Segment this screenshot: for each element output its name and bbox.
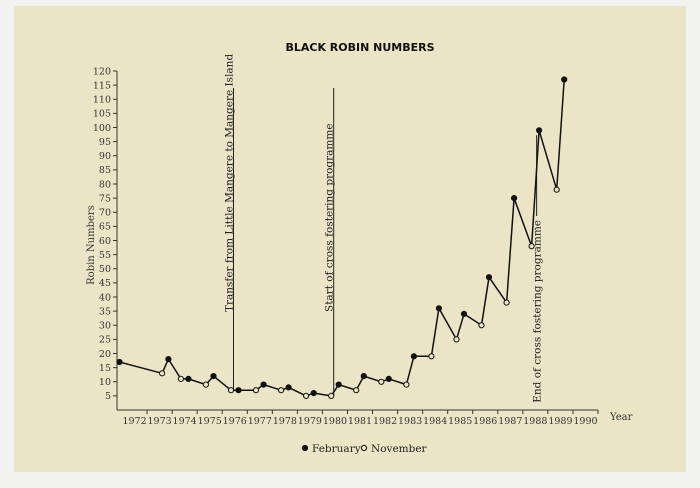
series-line-group	[119, 79, 565, 397]
y-tick-label: 25	[99, 335, 111, 346]
x-tick-label: 1988	[523, 416, 547, 427]
data-point-november	[478, 322, 485, 329]
annotation-label: Transfer from Little Mangere to Mangere …	[223, 54, 235, 312]
x-tick-label: 1976	[223, 416, 247, 427]
data-point-february	[335, 381, 342, 388]
data-point-november	[453, 336, 460, 343]
x-tick-label: 1978	[273, 416, 297, 427]
data-point-november	[177, 375, 184, 382]
data-point-november	[403, 381, 410, 388]
data-point-february	[536, 127, 543, 134]
y-tick-label: 90	[99, 151, 111, 162]
y-tick-label: 55	[99, 250, 111, 261]
y-tick-label: 15	[99, 363, 111, 374]
y-tick-label: 95	[99, 137, 111, 148]
data-point-february	[260, 381, 267, 388]
x-tick-label: 1986	[473, 416, 497, 427]
legend-marker-november	[360, 444, 368, 452]
data-point-november	[378, 378, 385, 385]
y-tick-label: 30	[99, 321, 111, 332]
y-tick-label: 65	[99, 222, 111, 233]
y-tick-label: 5	[105, 391, 111, 402]
data-point-february	[116, 358, 123, 366]
y-tick-label: 35	[99, 306, 111, 317]
data-point-november	[252, 387, 260, 394]
data-point-february	[310, 390, 317, 397]
data-point-february	[165, 356, 172, 363]
annotations: Transfer from Little Mangere to Mangere …	[223, 54, 543, 403]
y-tick-label: 75	[99, 193, 111, 204]
data-point-february	[285, 384, 292, 391]
x-tick-label: 1982	[373, 416, 397, 427]
x-tick-label: 1977	[248, 416, 272, 427]
data-point-november	[202, 381, 209, 388]
x-tick-label: 1983	[398, 416, 422, 427]
data-point-february	[435, 305, 442, 312]
legend: February November	[301, 443, 428, 455]
y-tick-label: 20	[99, 349, 111, 360]
legend-label-november: November	[371, 443, 428, 455]
data-point-february	[510, 195, 518, 202]
x-tick-label: 1975	[198, 416, 222, 427]
axes: 5 10 15 20 25 30 35 40 45 50 55 60 65 70 75 80 85 90 95 100…	[93, 66, 599, 427]
y-tick-label: 70	[99, 208, 111, 219]
y-axis-title: Robin Numbers	[86, 205, 97, 285]
y-tick-label: 120	[93, 66, 111, 77]
y-tick-label: 40	[99, 292, 111, 303]
x-tick-label: 1973	[147, 416, 171, 427]
x-tick-label: 1989	[548, 416, 572, 427]
x-tick-label: 1987	[498, 416, 522, 427]
data-point-november	[353, 387, 360, 394]
y-tick-label: 45	[99, 278, 111, 289]
x-tick-label: 1985	[448, 416, 472, 427]
data-point-november	[428, 353, 435, 360]
data-point-february	[460, 310, 468, 317]
series-line	[119, 79, 565, 397]
x-axis-title: Year	[609, 412, 633, 423]
data-point-february	[360, 373, 367, 380]
data-point-february	[210, 373, 217, 380]
y-tick-label: 100	[93, 123, 111, 134]
y-tick-label: 85	[99, 165, 111, 176]
chart-panel	[14, 6, 686, 472]
annotation-label: Start of cross fostering programme	[324, 123, 336, 312]
x-tick-label: 1972	[122, 416, 146, 427]
x-tick-label: 1974	[173, 416, 197, 427]
chart-title: BLACK ROBIN NUMBERS	[285, 41, 434, 54]
data-point-november	[553, 186, 560, 193]
data-point-february	[485, 274, 493, 281]
x-tick-label: 1984	[423, 416, 447, 427]
data-point-november	[278, 387, 285, 394]
data-point-february	[185, 375, 192, 382]
annotation-label: End of cross fostering programme	[532, 220, 544, 403]
data-point-november	[503, 299, 510, 306]
x-tick-label: 1981	[348, 416, 372, 427]
data-point-february	[385, 375, 392, 382]
data-point-november	[303, 392, 310, 399]
data-point-february	[410, 353, 417, 360]
legend-label-february: February	[312, 443, 361, 455]
y-tick-label: 80	[99, 179, 111, 190]
x-tick-label: 1980	[323, 416, 347, 427]
y-tick-label: 50	[99, 264, 111, 275]
y-tick-label: 60	[99, 236, 111, 247]
legend-marker-february	[301, 444, 309, 452]
y-tick-label: 115	[93, 80, 111, 91]
x-tick-label: 1990	[573, 416, 597, 427]
data-point-november	[227, 387, 235, 394]
data-point-february	[561, 76, 568, 83]
x-tick-label: 1979	[298, 416, 322, 427]
markers	[116, 76, 568, 399]
y-tick-label: 10	[99, 377, 111, 388]
y-tick-label: 110	[93, 95, 111, 106]
data-point-november	[328, 392, 335, 399]
data-point-february	[235, 387, 242, 394]
data-point-november	[528, 243, 535, 250]
y-tick-label: 105	[93, 109, 111, 120]
data-point-november	[159, 370, 166, 377]
